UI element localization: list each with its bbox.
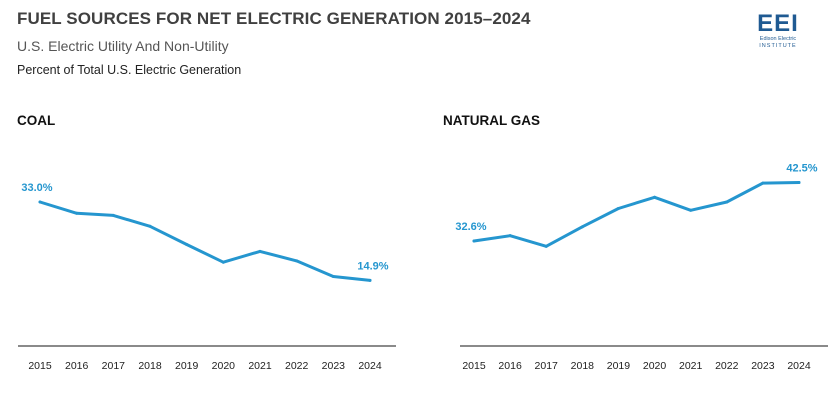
- coal-x-tick-label: 2022: [285, 360, 309, 372]
- page-subtitle: U.S. Electric Utility And Non-Utility: [17, 38, 229, 54]
- coal-data-point: [75, 211, 79, 215]
- natural-gas-data-point: [616, 207, 620, 210]
- coal-data-point: [331, 275, 335, 279]
- natural-gas-data-label: 32.6%: [455, 221, 486, 233]
- page-title: FUEL SOURCES FOR NET ELECTRIC GENERATION…: [17, 9, 531, 28]
- natural-gas-data-point: [472, 239, 476, 243]
- natural-gas-x-tick-label: 2019: [607, 360, 631, 372]
- natural-gas-chart-title: NATURAL GAS: [443, 113, 540, 128]
- coal-data-point: [221, 260, 225, 264]
- natural-gas-x-tick-label: 2021: [679, 360, 703, 372]
- coal-data-point: [111, 213, 115, 217]
- natural-gas-x-tick-label: 2018: [571, 360, 595, 372]
- eei-logo: EEI Edison Electric INSTITUTE: [752, 12, 804, 56]
- natural-gas-data-point: [653, 195, 657, 199]
- coal-data-point: [295, 259, 299, 263]
- natural-gas-x-tick-label: 2015: [462, 360, 486, 372]
- coal-chart-title: COAL: [17, 113, 56, 128]
- natural-gas-x-tick-label: 2017: [535, 360, 559, 372]
- coal-series-line: [38, 200, 372, 282]
- coal-data-label: 14.9%: [357, 260, 388, 272]
- logo-text-line2: INSTITUTE: [759, 43, 797, 49]
- coal-data-point: [368, 278, 372, 282]
- coal-data-label: 33.0%: [21, 182, 52, 194]
- coal-x-tick-label: 2016: [65, 360, 89, 372]
- natural-gas-data-point: [544, 244, 548, 248]
- coal-x-tick-label: 2020: [212, 360, 236, 372]
- logo-text-line1: Edison Electric: [759, 36, 797, 42]
- coal-x-tick-label: 2024: [358, 360, 382, 372]
- natural-gas-data-point: [580, 225, 584, 229]
- coal-x-tick-label: 2019: [175, 360, 199, 372]
- natural-gas-x-tick-label: 2022: [715, 360, 739, 372]
- natural-gas-data-point: [761, 181, 765, 185]
- coal-x-tick-label: 2018: [138, 360, 162, 372]
- natural-gas-data-point: [689, 208, 693, 212]
- natural-gas-data-point: [508, 234, 512, 238]
- coal-data-point: [38, 200, 42, 204]
- coal-x-tick-label: 2017: [102, 360, 126, 372]
- natural-gas-data-point: [797, 181, 801, 184]
- coal-data-point: [185, 242, 189, 246]
- natural-gas-x-tick-label: 2020: [643, 360, 667, 372]
- natural-gas-data-label: 42.5%: [786, 163, 817, 175]
- coal-data-point: [148, 224, 152, 228]
- coal-x-tick-label: 2015: [28, 360, 52, 372]
- coal-data-point: [258, 249, 262, 253]
- natural-gas-x-tick-label: 2024: [787, 360, 811, 372]
- natural-gas-series-line: [472, 181, 801, 248]
- natural-gas-x-tick-label: 2023: [751, 360, 775, 372]
- natural-gas-x-tick-label: 2016: [498, 360, 522, 372]
- natural-gas-data-point: [725, 200, 729, 204]
- units-note: Percent of Total U.S. Electric Generatio…: [17, 63, 242, 77]
- coal-x-tick-label: 2023: [322, 360, 346, 372]
- coal-x-tick-label: 2021: [248, 360, 272, 372]
- logo-mark: EEI: [757, 10, 799, 37]
